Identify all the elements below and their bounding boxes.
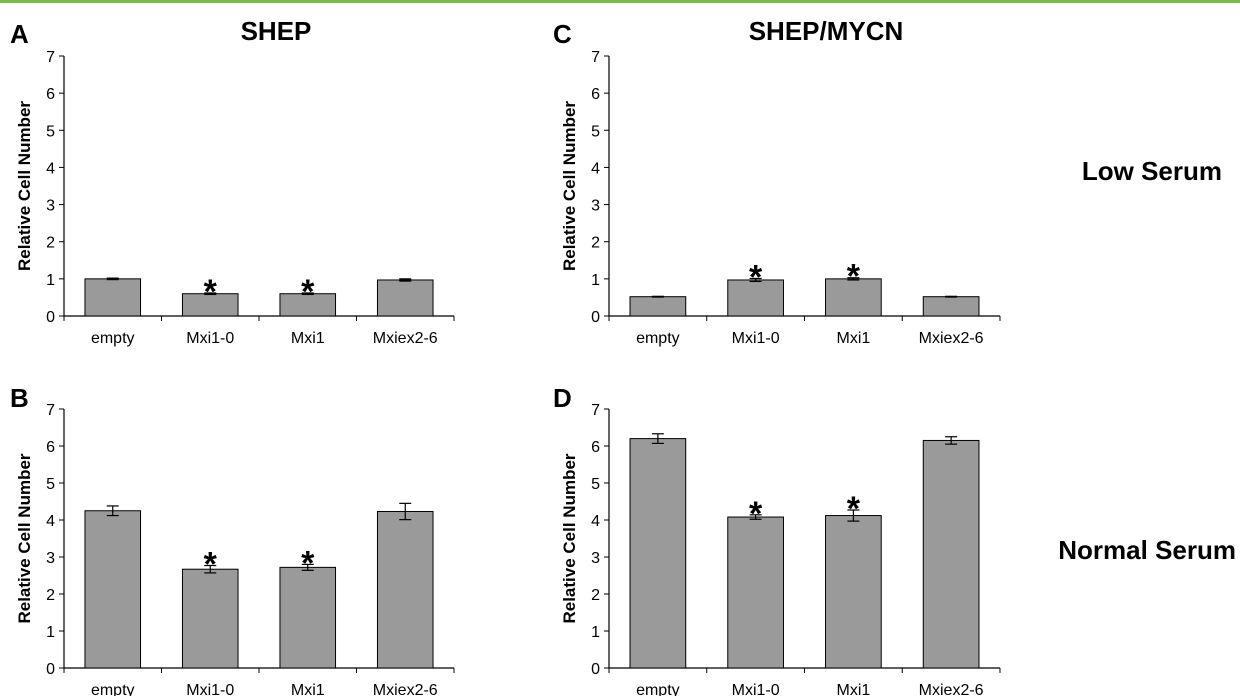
panel-c-y-tick-label: 5 — [591, 123, 600, 140]
panel-d-y-tick-label: 7 — [591, 402, 600, 419]
panel-b-y-axis-label: Relative Cell Number — [15, 453, 34, 623]
panel-c-y-tick-label: 6 — [591, 86, 600, 103]
panel-a-category-label-3: Mxi1 — [291, 330, 325, 347]
panel-c-category-label-4: Mxiex2-6 — [919, 330, 984, 347]
panel-c-category-label-3: Mxi1 — [836, 330, 870, 347]
panel-c-category-label-1: empty — [636, 330, 680, 347]
panel-c-y-tick-label: 2 — [591, 235, 600, 252]
panel-c-bar-2 — [727, 279, 784, 317]
panel-d-y-tick-label: 4 — [591, 513, 600, 530]
panel-c-significance-marker-2: * — [749, 258, 763, 296]
panel-c-title: SHEP/MYCN — [749, 16, 904, 46]
panel-b-bar-4 — [376, 510, 434, 669]
panel-d-bar-2 — [727, 516, 784, 669]
top-accent-rule — [0, 0, 1240, 3]
panel-a-category-label-4: Mxiex2-6 — [373, 330, 438, 347]
panel-d-bar-4 — [922, 439, 980, 669]
panel-b-significance-marker-3: * — [301, 544, 315, 582]
panel-a-category-label-1: empty — [91, 330, 135, 347]
panel-c-category-label-2: Mxi1-0 — [732, 330, 780, 347]
panel-b-y-tick-label: 2 — [46, 587, 55, 604]
row-label-low-serum: Low Serum — [1082, 156, 1222, 186]
panel-d-category-label-4: Mxiex2-6 — [919, 682, 984, 696]
panel-a-category-label-2: Mxi1-0 — [186, 330, 234, 347]
panel-b-y-tick-label: 3 — [46, 550, 55, 567]
panel-d-letter: D — [553, 383, 572, 413]
panel-d-category-label-2: Mxi1-0 — [732, 682, 780, 696]
panel-a-y-tick-label: 5 — [46, 123, 55, 140]
panel-c-y-tick-label: 3 — [591, 198, 600, 215]
row-label-normal-serum: Normal Serum — [1058, 535, 1236, 565]
panel-d-y-tick-label: 2 — [591, 587, 600, 604]
panel-b-y-tick-label: 5 — [46, 476, 55, 493]
panel-a-letter: A — [10, 19, 29, 49]
panel-d-y-tick-label: 3 — [591, 550, 600, 567]
panel-c-y-tick-label: 7 — [591, 49, 600, 66]
panel-d-category-label-3: Mxi1 — [836, 682, 870, 696]
panel-a-significance-marker-3: * — [301, 273, 315, 311]
panel-b-y-tick-label: 0 — [46, 661, 55, 678]
panel-a-y-tick-label: 2 — [46, 235, 55, 252]
panel-b-bar-1 — [84, 510, 142, 669]
panel-a-y-tick-label: 7 — [46, 49, 55, 66]
panel-a-y-tick-label: 0 — [46, 309, 55, 326]
panel-d-bar-3 — [825, 515, 882, 669]
panel-a-y-axis-label: Relative Cell Number — [15, 101, 34, 271]
panel-a-significance-marker-2: * — [204, 273, 218, 311]
panel-b-category-label-1: empty — [91, 682, 135, 696]
panel-a-y-tick-label: 4 — [46, 160, 55, 177]
panel-b-category-label-2: Mxi1-0 — [186, 682, 234, 696]
panel-d-category-label-1: empty — [636, 682, 680, 696]
panel-b-y-tick-label: 6 — [46, 439, 55, 456]
panel-a-y-tick-label: 1 — [46, 272, 55, 289]
panel-c-letter: C — [553, 19, 572, 49]
panel-b-y-tick-label: 4 — [46, 513, 55, 530]
panel-b-bar-3 — [279, 566, 337, 669]
panel-c-bar-1 — [629, 296, 687, 317]
panel-d-significance-marker-3: * — [847, 490, 861, 528]
panel-d-significance-marker-2: * — [749, 495, 763, 533]
panel-b-letter: B — [10, 383, 29, 413]
panel-d-y-tick-label: 5 — [591, 476, 600, 493]
panel-d-y-tick-label: 0 — [591, 661, 600, 678]
panel-d-y-axis-label: Relative Cell Number — [560, 453, 579, 623]
panel-d-y-tick-label: 1 — [591, 624, 600, 641]
panel-b-category-label-3: Mxi1 — [291, 682, 325, 696]
panel-a-y-tick-label: 6 — [46, 86, 55, 103]
panel-c-y-axis-label: Relative Cell Number — [560, 101, 579, 271]
panel-c-y-tick-label: 0 — [591, 309, 600, 326]
panel-c-y-tick-label: 4 — [591, 160, 600, 177]
panel-b-category-label-4: Mxiex2-6 — [373, 682, 438, 696]
panel-c-y-tick-label: 1 — [591, 272, 600, 289]
panel-b-significance-marker-2: * — [204, 546, 218, 584]
panel-d-bar-1 — [629, 438, 687, 669]
panel-b-y-tick-label: 1 — [46, 624, 55, 641]
panel-c-bar-3 — [825, 278, 882, 317]
panel-c-significance-marker-3: * — [847, 258, 861, 296]
panel-c-bar-4 — [922, 296, 980, 317]
panel-a-bar-4 — [376, 279, 434, 317]
panel-b-bar-2 — [181, 568, 239, 669]
panel-a-title: SHEP — [241, 16, 312, 46]
panel-d-y-tick-label: 6 — [591, 439, 600, 456]
panel-a-bar-1 — [84, 278, 142, 317]
panel-b-y-tick-label: 7 — [46, 402, 55, 419]
panel-a-y-tick-label: 3 — [46, 198, 55, 215]
